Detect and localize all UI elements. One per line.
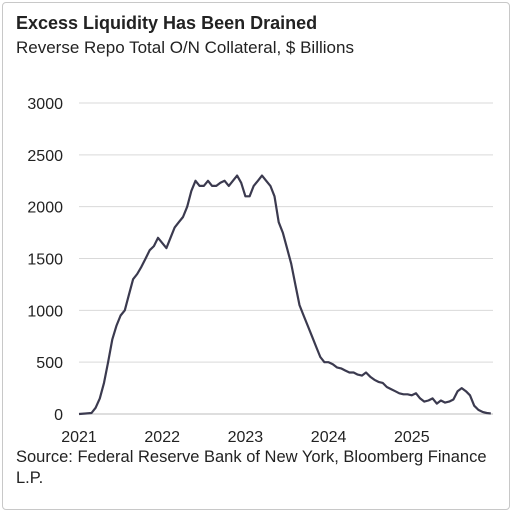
chart-subtitle: Reverse Repo Total O/N Collateral, $ Bil… xyxy=(16,38,354,57)
y-tick-3000: 3000 xyxy=(27,96,63,113)
x-tick-2024: 2024 xyxy=(311,429,347,446)
y-tick-1000: 1000 xyxy=(27,303,63,320)
y-tick-0: 0 xyxy=(54,407,63,424)
series-line xyxy=(78,174,491,416)
y-tick-2000: 2000 xyxy=(27,200,63,217)
gridlines xyxy=(79,102,493,415)
y-tick-labels: 0 500 1000 1500 2000 2500 3000 xyxy=(27,96,63,424)
x-tick-2025: 2025 xyxy=(394,429,430,446)
chart-title: Excess Liquidity Has Been Drained xyxy=(16,13,318,33)
x-tick-2021: 2021 xyxy=(61,429,97,446)
y-tick-2500: 2500 xyxy=(27,148,63,165)
source-note: Source: Federal Reserve Bank of New York… xyxy=(16,448,487,487)
chart-frame xyxy=(2,2,510,510)
x-tick-2022: 2022 xyxy=(144,429,180,446)
y-tick-500: 500 xyxy=(36,355,63,372)
x-tick-labels: 2021 2022 2023 2024 2025 xyxy=(61,429,429,446)
y-tick-1500: 1500 xyxy=(27,252,63,269)
x-tick-2023: 2023 xyxy=(228,429,264,446)
